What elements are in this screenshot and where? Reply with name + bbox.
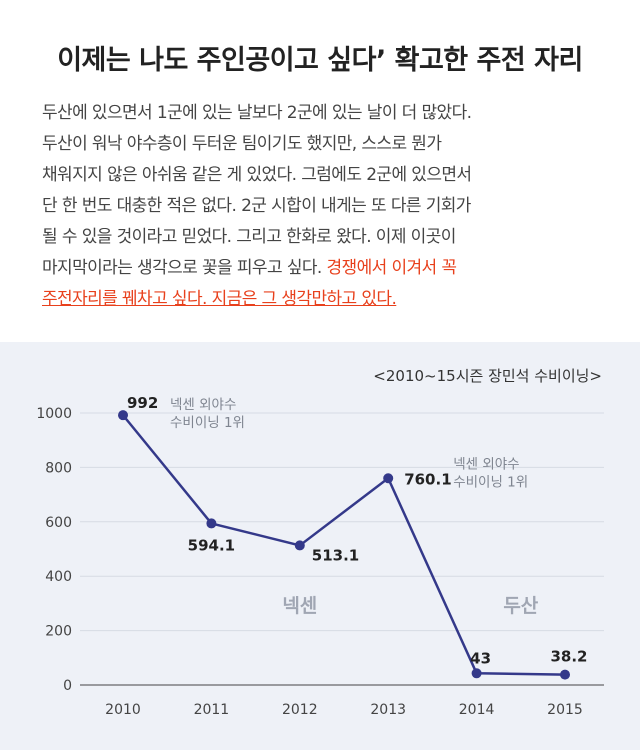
y-tick-label: 0 — [63, 678, 72, 694]
data-label: 760.1 — [404, 470, 451, 488]
y-tick-label: 600 — [45, 515, 72, 531]
line-chart: <2010~15시즌 장민석 수비이닝> 0 200 400 600 800 1000 20… — [36, 367, 604, 718]
x-tick-label: 2012 — [282, 702, 318, 718]
x-tick-label: 2013 — [370, 702, 406, 718]
quote-line: 주전자리를 꿰차고 싶다. 지금은 그 생각만하고 있다. — [42, 284, 602, 315]
data-label: 43 — [470, 649, 491, 667]
quote-line: 두산에 있으면서 1군에 있는 날보다 2군에 있는 날이 더 많았다. — [42, 103, 472, 123]
quote-highlight-underlined: 주전자리를 꿰차고 싶다. 지금은 그 생각만하고 있다. — [42, 289, 397, 309]
data-point — [560, 669, 570, 680]
data-point — [206, 518, 217, 529]
annotation-text: 수비이닝 1위 — [170, 415, 245, 431]
x-tick-label: 2014 — [459, 702, 495, 718]
y-tick-label: 800 — [45, 460, 72, 476]
quote-line: 채워지지 않은 아쉬움 같은 게 있었다. 그럼에도 2군에 있으면서 — [42, 165, 472, 185]
y-tick-label: 200 — [45, 624, 72, 640]
quote-line: 단 한 번도 대충한 적은 없다. 2군 시합이 내게는 또 다른 기회가 — [42, 196, 471, 216]
data-label: 513.1 — [312, 546, 359, 564]
team-label: 두산 — [503, 595, 538, 617]
series-line — [122, 414, 566, 676]
data-point — [383, 473, 394, 484]
quote-line: 두산이 워낙 야수층이 두터운 팀이기도 했지만, 스스로 뭔가 — [42, 134, 442, 154]
data-point — [118, 410, 128, 421]
chart-panel — [0, 342, 640, 750]
article-panel: 이제는 나도 주인공이고 싶다’ 확고한 주전 자리 두산에 있으면서 1군에 … — [0, 0, 640, 342]
x-tick-label: 2010 — [105, 702, 141, 718]
quote-highlight: 경쟁에서 이겨서 꼭 — [326, 258, 458, 278]
annotation-text: 넥센 외야수 — [453, 456, 519, 472]
annotation-text: 넥센 외야수 — [170, 397, 236, 413]
team-label: 넥센 — [282, 595, 317, 617]
x-tick-label: 2015 — [547, 702, 583, 718]
data-label: 992 — [127, 394, 158, 412]
quote-line: 마지막이라는 생각으로 꽃을 피우고 싶다. 경쟁에서 이겨서 꼭 — [42, 253, 602, 284]
y-tick-label: 400 — [45, 569, 72, 585]
data-label: 38.2 — [550, 648, 587, 666]
quote-line-plain: 마지막이라는 생각으로 꽃을 피우고 싶다. — [42, 258, 327, 278]
chart-title: <2010~15시즌 장민석 수비이닝> — [373, 367, 602, 385]
data-point — [294, 540, 305, 551]
page-title: 이제는 나도 주인공이고 싶다’ 확고한 주전 자리 — [57, 45, 583, 76]
y-tick-label: 1000 — [36, 406, 72, 422]
quote-line: 될 수 있을 것이라고 믿었다. 그리고 한화로 왔다. 이제 이곳이 — [42, 227, 456, 247]
data-point — [471, 668, 482, 679]
x-tick-label: 2011 — [194, 702, 230, 718]
quote-text: 두산에 있으면서 1군에 있는 날보다 2군에 있는 날이 더 많았다. 두산이… — [42, 98, 602, 315]
data-label: 594.1 — [188, 536, 235, 554]
annotation-text: 수비이닝 1위 — [453, 474, 528, 490]
